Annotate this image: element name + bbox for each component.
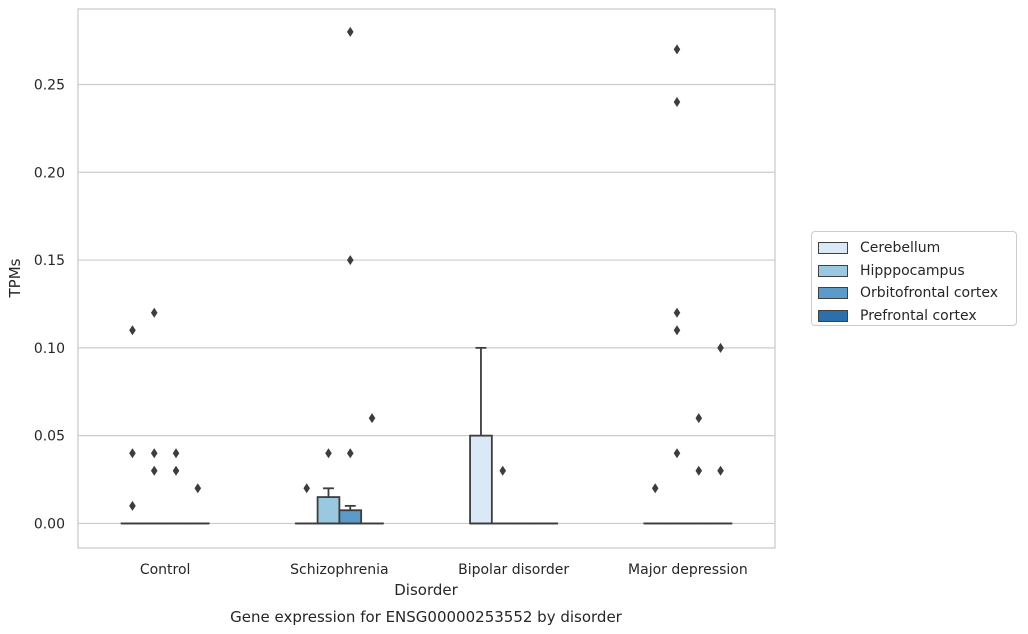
x-tick-label: Major depression: [628, 562, 748, 578]
legend-label: Cerebellum: [860, 240, 941, 257]
y-tick-label: 0.10: [34, 341, 65, 357]
box-element: [142, 307, 167, 525]
outlier-point: [695, 465, 703, 476]
y-axis-label: TPMs: [6, 258, 24, 298]
outlier-point: [717, 465, 724, 476]
outlier-point: [673, 307, 681, 318]
legend-item-cerebellum: Cerebellum: [818, 237, 1016, 260]
outlier-point: [172, 448, 180, 459]
chart-title: Gene expression for ENSG00000253552 by d…: [230, 608, 623, 626]
outlier-point: [303, 483, 311, 494]
legend-swatch: [818, 287, 848, 300]
box-element: [490, 465, 515, 525]
boxes: [120, 26, 733, 525]
box-iqr: [469, 434, 493, 525]
box-element: [186, 483, 210, 525]
outlier-point: [150, 465, 158, 476]
box-element: [643, 483, 667, 525]
x-tick-label: Schizophrenia: [290, 562, 388, 578]
outlier-point: [129, 500, 136, 511]
outlier-point: [194, 483, 202, 494]
legend-item-hippocampus: Hipppocampus: [818, 260, 1016, 283]
outlier-point: [346, 26, 354, 37]
outlier-point: [150, 307, 158, 318]
box-element: [686, 413, 711, 525]
box-iqr: [338, 509, 363, 525]
legend-item-prefrontal-cortex: Prefrontal cortex: [818, 305, 1016, 328]
x-axis-label: Disorder: [394, 581, 458, 599]
y-tick-label: 0.00: [34, 516, 65, 532]
outlier-point: [651, 483, 659, 494]
outlier-point: [346, 255, 354, 266]
box-element: [120, 325, 145, 525]
legend-label: Orbitofrontal cortex: [860, 285, 998, 302]
box-element: [360, 413, 384, 525]
y-tick-labels: 0.00 0.05 0.10 0.15 0.20 0.25: [34, 77, 65, 532]
y-tick-label: 0.25: [34, 77, 65, 93]
outlier-point: [150, 448, 158, 459]
legend-label: Hipppocampus: [860, 262, 965, 279]
y-tick-label: 0.05: [34, 429, 65, 445]
box-element: [164, 448, 188, 525]
outlier-point: [172, 465, 180, 476]
outlier-point: [129, 448, 136, 459]
box-iqr: [316, 496, 341, 525]
outlier-point: [368, 413, 376, 424]
y-tick-label: 0.20: [34, 165, 65, 181]
outlier-point: [499, 465, 507, 476]
outlier-point: [673, 44, 681, 55]
plot-area-frame: [77, 8, 776, 549]
legend-swatch: [818, 309, 848, 322]
outlier-point: [673, 448, 681, 459]
gridlines: [78, 83, 775, 525]
x-tick-label: Bipolar disorder: [458, 562, 569, 578]
box-element: [665, 44, 689, 525]
outlier-point: [673, 97, 681, 108]
box-element: [338, 26, 363, 525]
outlier-point: [673, 325, 681, 336]
legend-swatch: [818, 264, 848, 277]
box-element: [316, 448, 341, 525]
outlier-point: [325, 448, 332, 459]
legend: Cerebellum Hipppocampus Orbitofrontal co…: [811, 231, 1017, 326]
outlier-point: [129, 325, 136, 336]
box-element: [708, 342, 733, 525]
legend-item-orbitofrontal-cortex: Orbitofrontal cortex: [818, 282, 1016, 305]
outlier-point: [346, 448, 354, 459]
y-tick-label: 0.15: [34, 253, 65, 269]
box-element: [294, 483, 319, 525]
x-tick-labels: Control Schizophrenia Bipolar disorder Majo…: [140, 562, 748, 578]
x-tick-label: Control: [140, 562, 191, 578]
outlier-point: [695, 413, 703, 424]
box-element: [469, 346, 493, 525]
legend-label: Prefrontal cortex: [860, 307, 977, 324]
legend-swatch: [818, 242, 848, 255]
outlier-point: [717, 342, 724, 353]
